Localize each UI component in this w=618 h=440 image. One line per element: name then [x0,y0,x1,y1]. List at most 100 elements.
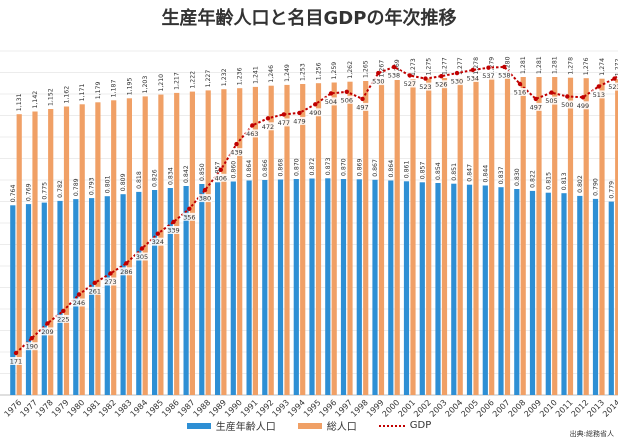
bar-total [16,114,22,395]
gdp-point [596,84,601,89]
label-working: 0.779 [608,181,615,199]
label-working: 0.837 [498,166,505,184]
bar-total [95,102,101,396]
x-tick-label: 1986 [160,398,181,419]
bar-total [599,78,605,395]
label-working: 0.867 [372,159,379,177]
label-total: 1,259 [331,62,338,80]
bar-working [592,198,599,395]
label-working: 0.842 [183,165,190,183]
bar-working [120,194,126,395]
label-total: 1,195 [126,78,133,96]
label-total: 1,278 [473,57,480,75]
gdp-label-bg [450,77,464,86]
legend-total-label: 総人口 [326,422,357,433]
bar-total [205,90,211,396]
legend-total: 総人口 [297,418,357,433]
gdp-label: 499 [577,102,589,110]
gdp-label-bg [528,102,543,111]
gdp-label: 505 [545,97,557,105]
label-total: 1,227 [205,70,212,88]
gdp-label-bg [481,71,496,80]
label-working: 0.764 [10,185,17,203]
gdp-point [391,64,397,70]
bar-working [25,204,32,395]
gdp-label: 273 [104,278,116,286]
gdp-label-bg [182,212,197,221]
label-total: 1,162 [63,86,70,104]
gdp-label-bg [591,90,606,99]
label-working: 0.769 [26,183,33,201]
bar-working [529,190,536,395]
bar-working [246,180,252,395]
bar-working [388,180,394,395]
label-working: 0.860 [230,161,237,179]
gdp-label-bg [324,97,338,106]
gdp-label-bg [402,79,417,88]
label-total: 1,267 [379,60,386,78]
label-working: 0.864 [246,160,253,178]
legend-working-label: 生産年齢人口 [215,422,276,433]
gdp-label-bg [355,102,370,111]
x-tick-label: 1978 [34,398,55,419]
x-tick-label: 1992 [255,398,276,419]
bar-working [498,187,504,395]
bar-total [111,100,117,396]
label-working: 0.850 [199,163,206,181]
bar-total [473,77,479,395]
label-working: 0.847 [467,164,474,182]
bar-working [230,181,236,395]
gdp-label-bg [276,118,291,127]
bar-total [189,91,195,395]
label-working: 0.818 [136,171,143,189]
label-total: 1,187 [111,80,118,98]
label-working: 0.857 [215,162,222,180]
bar-total [457,78,463,395]
x-tick-label: 1990 [223,398,244,419]
label-working: 0.789 [73,178,80,196]
label-total: 1,142 [32,91,39,109]
gdp-point [13,350,19,356]
gdp-point [76,292,82,297]
bar-working [466,184,473,395]
bar-total [221,89,227,395]
x-tick-label: 1996 [318,398,339,419]
gdp-label-bg [418,82,433,91]
bar-working [545,192,551,395]
gdp-point [423,76,428,81]
label-total: 1,256 [316,62,323,80]
label-working: 0.870 [341,158,348,176]
gdp-point [265,116,271,121]
gdp-label: 530 [451,78,463,86]
bar-working [104,196,110,395]
x-tick-label: 2014 [601,398,618,419]
bar-total [32,111,38,395]
bar-total [347,81,353,395]
legend-total-swatch [297,422,322,429]
label-working: 0.870 [293,158,300,176]
gdp-label-bg [229,148,244,157]
gdp-point [328,91,334,96]
label-total: 1,278 [568,57,575,75]
bar-working [608,201,614,395]
label-total: 1,276 [583,57,590,75]
gdp-label: 490 [309,109,321,117]
bar-working [325,178,331,395]
label-working: 0.866 [262,159,269,177]
gdp-label-bg [513,88,527,96]
gdp-point [313,102,318,107]
legend-working: 生産年齢人口 [186,418,276,433]
gdp-point [454,70,460,76]
label-total: 1,222 [189,71,196,89]
gdp-point [45,321,50,326]
gdp-label: 534 [467,75,479,83]
x-tick-label: 2002 [412,398,433,419]
label-total: 1,277 [442,57,449,75]
gdp-label: 523 [419,83,431,91]
bar-working [419,182,425,395]
label-working: 0.826 [152,169,159,187]
label-total: 1,171 [79,84,86,102]
gdp-label-bg [560,100,575,109]
gdp-point [470,67,475,73]
label-total: 1,262 [347,61,354,79]
